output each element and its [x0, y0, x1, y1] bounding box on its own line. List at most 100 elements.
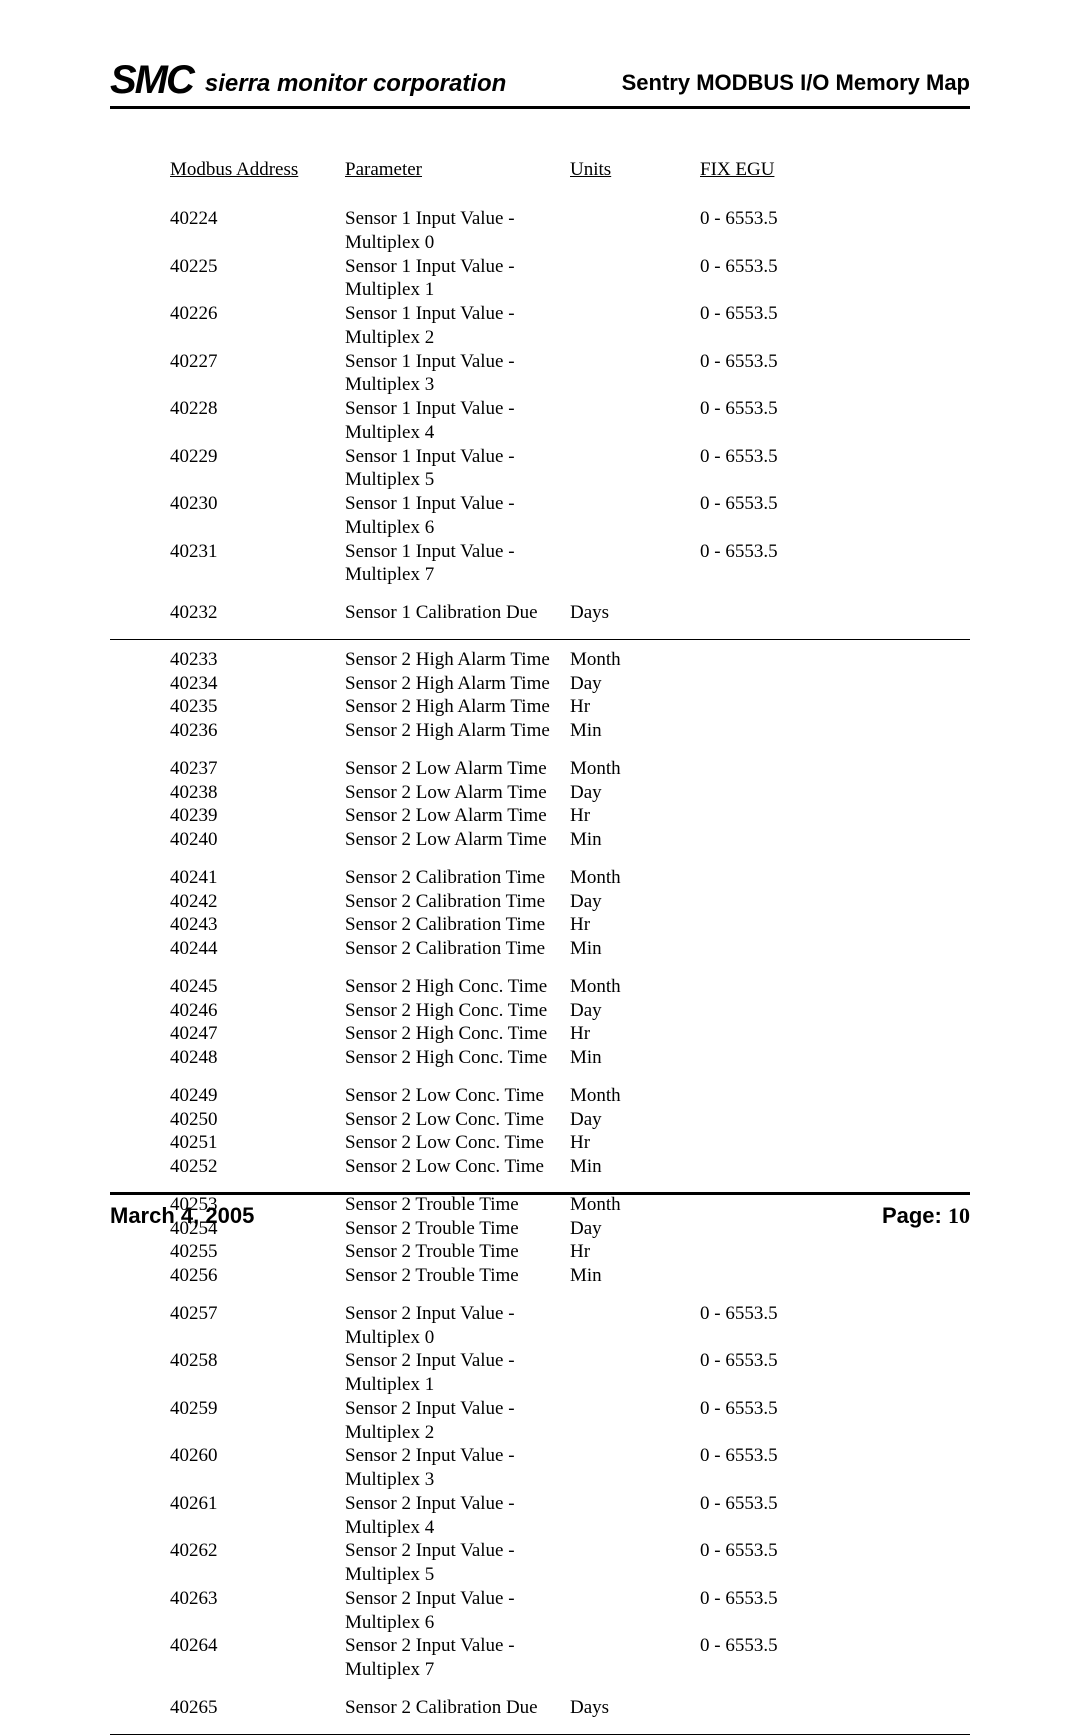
cell-parameter: Sensor 2 Low Alarm Time	[345, 757, 570, 781]
row-group: 40232Sensor 1 Calibration DueDays	[170, 601, 940, 625]
table-row: 40243Sensor 2 Calibration TimeHr	[170, 913, 940, 937]
cell-fix-egu	[700, 975, 940, 999]
cell-address: 40231	[170, 540, 345, 588]
row-group: 40257Sensor 2 Input Value - Multiplex 00…	[170, 1302, 940, 1682]
cell-units: Min	[570, 937, 700, 961]
table-row: 40229Sensor 1 Input Value - Multiplex 50…	[170, 445, 940, 493]
cell-parameter: Sensor 2 High Alarm Time	[345, 672, 570, 696]
table-row: 40231Sensor 1 Input Value - Multiplex 70…	[170, 540, 940, 588]
cell-fix-egu: 0 - 6553.5	[700, 207, 940, 255]
row-group: 40233Sensor 2 High Alarm TimeMonth40234S…	[170, 648, 940, 743]
cell-units: Hr	[570, 1131, 700, 1155]
cell-units: Month	[570, 757, 700, 781]
cell-units: Min	[570, 719, 700, 743]
cell-units	[570, 1302, 700, 1350]
cell-fix-egu	[700, 757, 940, 781]
cell-fix-egu: 0 - 6553.5	[700, 492, 940, 540]
table-row: 40246Sensor 2 High Conc. TimeDay	[170, 999, 940, 1023]
cell-parameter: Sensor 2 High Alarm Time	[345, 719, 570, 743]
table-row: 40252Sensor 2 Low Conc. TimeMin	[170, 1155, 940, 1179]
cell-fix-egu: 0 - 6553.5	[700, 445, 940, 493]
cell-address: 40256	[170, 1264, 345, 1288]
cell-units: Hr	[570, 695, 700, 719]
cell-units: Month	[570, 1084, 700, 1108]
section-divider	[110, 639, 970, 640]
cell-fix-egu	[700, 1022, 940, 1046]
cell-parameter: Sensor 2 Calibration Time	[345, 913, 570, 937]
cell-fix-egu: 0 - 6553.5	[700, 1397, 940, 1445]
cell-units	[570, 255, 700, 303]
cell-address: 40242	[170, 890, 345, 914]
table-row: 40228Sensor 1 Input Value - Multiplex 40…	[170, 397, 940, 445]
cell-parameter: Sensor 2 Input Value - Multiplex 3	[345, 1444, 570, 1492]
cell-parameter: Sensor 2 Input Value - Multiplex 7	[345, 1634, 570, 1682]
table-row: 40265Sensor 2 Calibration DueDays	[170, 1696, 940, 1720]
table-row: 40233Sensor 2 High Alarm TimeMonth	[170, 648, 940, 672]
cell-fix-egu	[700, 804, 940, 828]
table-row: 40251Sensor 2 Low Conc. TimeHr	[170, 1131, 940, 1155]
cell-units: Min	[570, 1264, 700, 1288]
cell-fix-egu: 0 - 6553.5	[700, 1587, 940, 1635]
cell-units: Hr	[570, 913, 700, 937]
cell-fix-egu: 0 - 6553.5	[700, 1349, 940, 1397]
cell-address: 40237	[170, 757, 345, 781]
table-row: 40264Sensor 2 Input Value - Multiplex 70…	[170, 1634, 940, 1682]
cell-units: Days	[570, 601, 700, 625]
cell-address: 40226	[170, 302, 345, 350]
cell-address: 40225	[170, 255, 345, 303]
table-row: 40258Sensor 2 Input Value - Multiplex 10…	[170, 1349, 940, 1397]
cell-parameter: Sensor 1 Input Value - Multiplex 2	[345, 302, 570, 350]
cell-parameter: Sensor 1 Input Value - Multiplex 7	[345, 540, 570, 588]
table-row: 40261Sensor 2 Input Value - Multiplex 40…	[170, 1492, 940, 1540]
cell-fix-egu: 0 - 6553.5	[700, 302, 940, 350]
cell-parameter: Sensor 2 Input Value - Multiplex 0	[345, 1302, 570, 1350]
cell-fix-egu	[700, 890, 940, 914]
cell-address: 40227	[170, 350, 345, 398]
table-row: 40232Sensor 1 Calibration DueDays	[170, 601, 940, 625]
cell-units	[570, 302, 700, 350]
table-row: 40260Sensor 2 Input Value - Multiplex 30…	[170, 1444, 940, 1492]
table-row: 40262Sensor 2 Input Value - Multiplex 50…	[170, 1539, 940, 1587]
cell-fix-egu	[700, 866, 940, 890]
cell-parameter: Sensor 2 Trouble Time	[345, 1264, 570, 1288]
row-group: 40245Sensor 2 High Conc. TimeMonth40246S…	[170, 975, 940, 1070]
cell-parameter: Sensor 1 Input Value - Multiplex 1	[345, 255, 570, 303]
cell-fix-egu	[700, 1131, 940, 1155]
cell-address: 40259	[170, 1397, 345, 1445]
logo-text: SMC	[110, 60, 193, 100]
cell-units: Month	[570, 648, 700, 672]
cell-fix-egu	[700, 648, 940, 672]
cell-address: 40255	[170, 1240, 345, 1264]
table-row: 40259Sensor 2 Input Value - Multiplex 2 0…	[170, 1397, 940, 1445]
cell-address: 40251	[170, 1131, 345, 1155]
cell-units: Min	[570, 1046, 700, 1070]
cell-address: 40263	[170, 1587, 345, 1635]
cell-address: 40239	[170, 804, 345, 828]
cell-parameter: Sensor 2 Input Value - Multiplex 4	[345, 1492, 570, 1540]
cell-units: Day	[570, 1108, 700, 1132]
cell-parameter: Sensor 2 Input Value - Multiplex 6	[345, 1587, 570, 1635]
cell-address: 40240	[170, 828, 345, 852]
table-row: 40256Sensor 2 Trouble TimeMin	[170, 1264, 940, 1288]
row-group: 40241Sensor 2 Calibration TimeMonth40242…	[170, 866, 940, 961]
cell-parameter: Sensor 2 High Alarm Time	[345, 695, 570, 719]
cell-address: 40264	[170, 1634, 345, 1682]
cell-fix-egu: 0 - 6553.5	[700, 397, 940, 445]
cell-fix-egu: 0 - 6553.5	[700, 350, 940, 398]
cell-parameter: Sensor 2 High Conc. Time	[345, 999, 570, 1023]
page: SMC sierra monitor corporation Sentry MO…	[0, 0, 1080, 1735]
header-left: SMC sierra monitor corporation	[110, 60, 506, 100]
cell-parameter: Sensor 2 Input Value - Multiplex 2	[345, 1397, 570, 1445]
cell-parameter: Sensor 2 Low Conc. Time	[345, 1131, 570, 1155]
cell-units	[570, 540, 700, 588]
table-row: 40226Sensor 1 Input Value - Multiplex 2 0…	[170, 302, 940, 350]
cell-parameter: Sensor 2 Low Alarm Time	[345, 804, 570, 828]
cell-parameter: Sensor 2 High Alarm Time	[345, 648, 570, 672]
table-row: 40250Sensor 2 Low Conc. TimeDay	[170, 1108, 940, 1132]
cell-parameter: Sensor 2 Input Value - Multiplex 5	[345, 1539, 570, 1587]
column-headers: Modbus Address Parameter Units FIX EGU	[170, 159, 940, 181]
table-body: 40224Sensor 1 Input Value - Multiplex 00…	[170, 207, 940, 1735]
cell-fix-egu: 0 - 6553.5	[700, 1539, 940, 1587]
cell-units: Days	[570, 1696, 700, 1720]
cell-fix-egu: 0 - 6553.5	[700, 1444, 940, 1492]
